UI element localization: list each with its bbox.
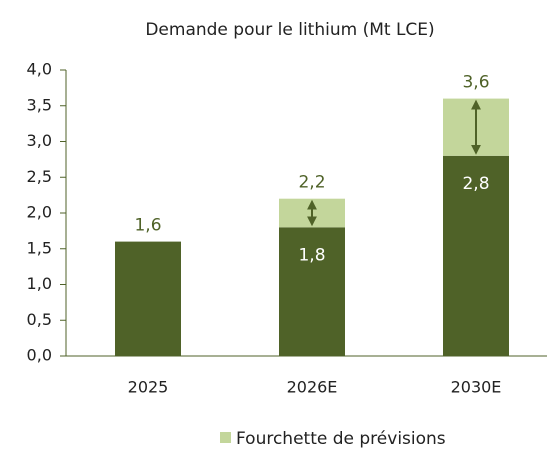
chart-title: Demande pour le lithium (Mt LCE) bbox=[145, 20, 434, 40]
y-tick-label: 0,5 bbox=[27, 310, 52, 329]
x-tick-label: 2030E bbox=[451, 378, 502, 397]
bar-segment bbox=[115, 241, 181, 356]
bar-segment bbox=[279, 227, 345, 356]
legend-label: Fourchette de prévisions bbox=[236, 429, 446, 449]
total-label: 2,2 bbox=[298, 173, 325, 193]
legend-swatch bbox=[220, 432, 231, 443]
y-tick-label: 3,0 bbox=[27, 131, 52, 150]
data-label: 1,6 bbox=[134, 216, 161, 236]
y-tick-label: 1,5 bbox=[27, 238, 52, 257]
y-tick-label: 4,0 bbox=[27, 60, 52, 79]
x-tick-label: 2026E bbox=[287, 378, 338, 397]
y-tick-label: 0,0 bbox=[27, 346, 52, 365]
y-tick-label: 3,5 bbox=[27, 95, 52, 114]
data-label: 1,8 bbox=[298, 245, 325, 265]
data-label: 2,8 bbox=[462, 174, 489, 194]
bar-segment bbox=[443, 155, 509, 356]
y-tick-label: 2,0 bbox=[27, 203, 52, 222]
y-tick-label: 1,0 bbox=[27, 274, 52, 293]
y-tick-label: 2,5 bbox=[27, 167, 52, 186]
total-label: 3,6 bbox=[462, 73, 489, 93]
x-tick-label: 2025 bbox=[128, 378, 169, 397]
